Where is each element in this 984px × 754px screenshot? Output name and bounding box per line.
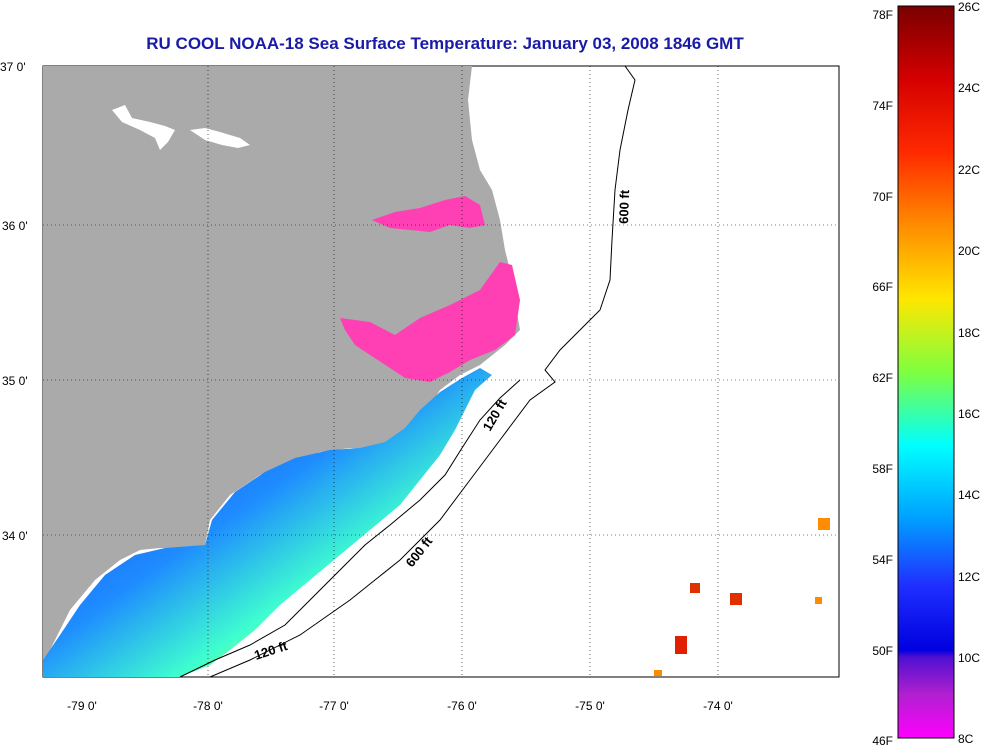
fahrenheit-label: 54F <box>872 553 893 567</box>
celsius-label: 10C <box>958 651 980 665</box>
map-title: RU COOL NOAA-18 Sea Surface Temperature:… <box>146 34 744 53</box>
inland-lake <box>190 128 250 148</box>
sst-patch <box>730 593 742 605</box>
fahrenheit-label: 74F <box>872 99 893 113</box>
fahrenheit-label: 62F <box>872 371 893 385</box>
sst-patch <box>654 670 662 676</box>
sst-patch <box>815 597 822 604</box>
fahrenheit-label: 58F <box>872 462 893 476</box>
fahrenheit-label: 70F <box>872 190 893 204</box>
celsius-label: 14C <box>958 488 980 502</box>
lon-label: -74 0' <box>703 699 733 713</box>
sst-patch <box>690 583 700 593</box>
lon-label: -77 0' <box>319 699 349 713</box>
sst-patch <box>818 518 830 530</box>
celsius-label: 16C <box>958 407 980 421</box>
fahrenheit-label: 66F <box>872 280 893 294</box>
celsius-label: 22C <box>958 163 980 177</box>
lat-label: 35 0' <box>2 374 28 388</box>
celsius-label: 8C <box>958 732 974 746</box>
bathymetry-contour-600ft-north <box>209 66 636 677</box>
lon-label: -79 0' <box>67 699 97 713</box>
lon-label: -75 0' <box>575 699 605 713</box>
celsius-label: 18C <box>958 326 980 340</box>
celsius-label: 12C <box>958 570 980 584</box>
bathymetry-contour-120ft <box>179 379 521 677</box>
inland-lake <box>112 105 175 150</box>
sst-patch <box>675 636 687 654</box>
fahrenheit-label: 50F <box>872 644 893 658</box>
contour-label: 600 ft <box>616 189 632 224</box>
celsius-label: 20C <box>958 244 980 258</box>
lat-label: 36 0' <box>2 219 28 233</box>
pamlico-sound <box>340 262 520 382</box>
sst-coastal-field <box>43 368 492 677</box>
lon-label: -78 0' <box>193 699 223 713</box>
celsius-label: 26C <box>958 0 980 14</box>
lon-label: -76 0' <box>447 699 477 713</box>
fahrenheit-label: 78F <box>872 8 893 22</box>
lat-label: 34 0' <box>2 529 28 543</box>
albemarle-sound <box>372 196 485 232</box>
graticule <box>43 66 839 677</box>
color-scale-bar <box>897 5 955 739</box>
celsius-label: 24C <box>958 81 980 95</box>
lat-label: 37 0' <box>0 60 26 74</box>
fahrenheit-label: 46F <box>872 734 893 748</box>
